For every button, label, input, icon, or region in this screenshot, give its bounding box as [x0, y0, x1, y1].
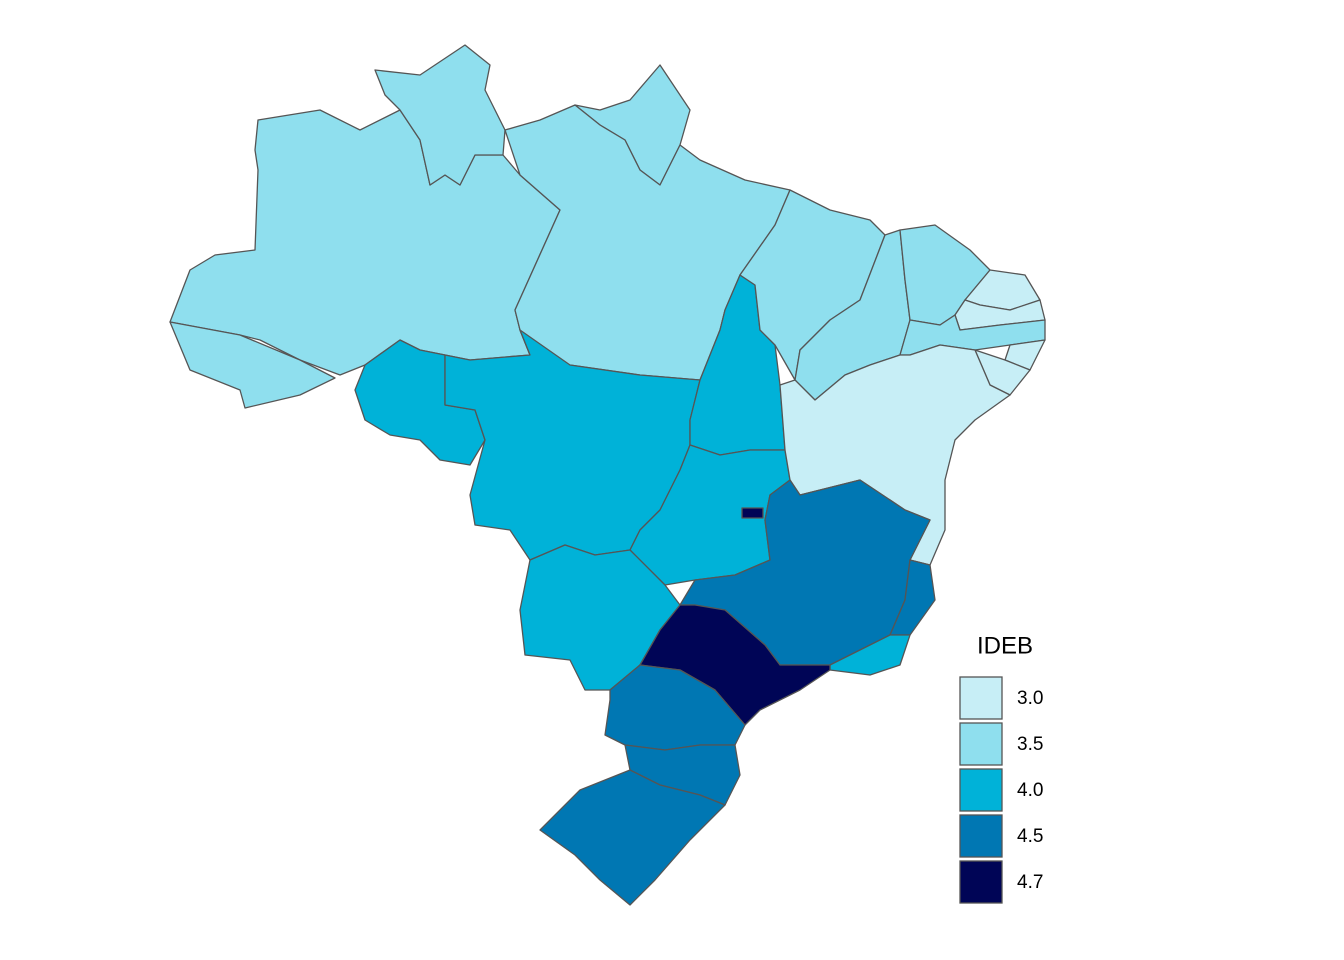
- legend-swatch: [959, 722, 1003, 766]
- state: [354, 339, 486, 466]
- legend-swatch: [959, 860, 1003, 904]
- states: [169, 44, 1046, 906]
- state: [374, 44, 506, 186]
- state: [169, 321, 336, 409]
- legend-label: 4.0: [1017, 780, 1043, 801]
- legend-label: 3.0: [1017, 688, 1043, 709]
- legend-swatch: [959, 814, 1003, 858]
- legend-label: 4.7: [1017, 872, 1043, 893]
- legend: 3.0 3.5 4.0 4.5 4.7: [959, 676, 1043, 904]
- state: [741, 507, 764, 519]
- legend-label: 4.5: [1017, 826, 1043, 847]
- legend-swatch: [959, 676, 1003, 720]
- state: [539, 769, 726, 906]
- legend-label: 3.5: [1017, 734, 1043, 755]
- legend-title: IDEB: [977, 632, 1033, 659]
- legend-swatch: [959, 768, 1003, 812]
